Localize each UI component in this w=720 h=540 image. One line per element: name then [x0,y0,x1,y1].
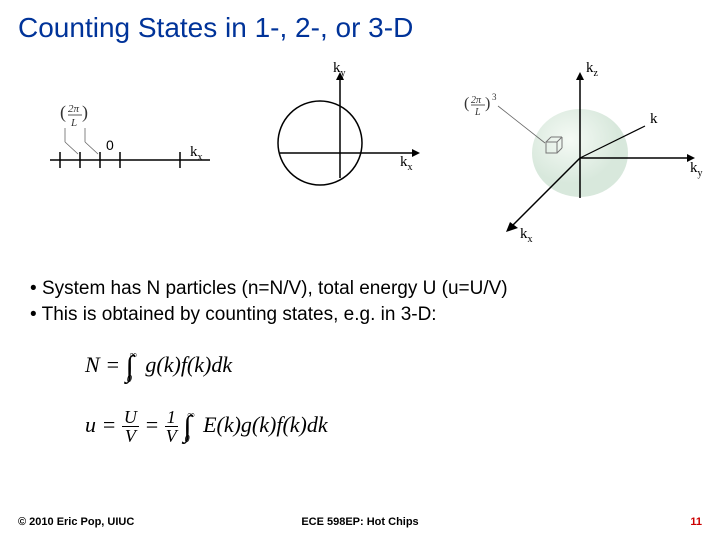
zero-label: 0 [106,137,114,153]
svg-text:2π: 2π [68,103,80,115]
svg-text:L: L [70,117,77,129]
kx-label-2d: kx [400,154,413,173]
k-label: k [650,111,658,127]
diagram-2d-svg: ky kx [260,58,440,208]
diagram-3d: kz ky kx k ( 2π L ) 3 [450,48,710,248]
bullet-2: This is obtained by counting states, e.g… [30,304,437,326]
svg-text:): ) [82,102,88,123]
equation-N: N = ∫∞0 g(k)f(k)dk [85,346,232,380]
svg-text:(: ( [60,102,66,123]
footer-page-number: 11 [690,516,702,528]
footer-copyright: © 2010 Eric Pop, UIUC [18,516,134,528]
equation-u: u = U V = 1 V ∫∞0 E(k)g(k)f(k)dk [85,406,328,445]
diagram-3d-svg: kz ky kx k ( 2π L ) 3 [450,48,710,248]
svg-text:3: 3 [492,92,497,102]
kz-label: kz [586,60,599,79]
diagram-1d-svg: ( 2π L ) 0 kx [40,100,220,200]
slide-title: Counting States in 1-, 2-, or 3-D [18,12,413,44]
svg-text:L: L [474,107,481,118]
kx-label-3d: kx [520,226,533,245]
footer-course: ECE 598EP: Hot Chips [301,516,418,528]
diagram-1d: ( 2π L ) 0 kx [40,100,220,200]
ky-label-3d: ky [690,160,703,179]
svg-text:2π: 2π [471,95,482,106]
svg-text:): ) [485,95,490,112]
bullet-1: System has N particles (n=N/V), total en… [30,278,508,300]
diagram-2d: ky kx [260,58,440,208]
svg-text:(: ( [464,95,469,112]
